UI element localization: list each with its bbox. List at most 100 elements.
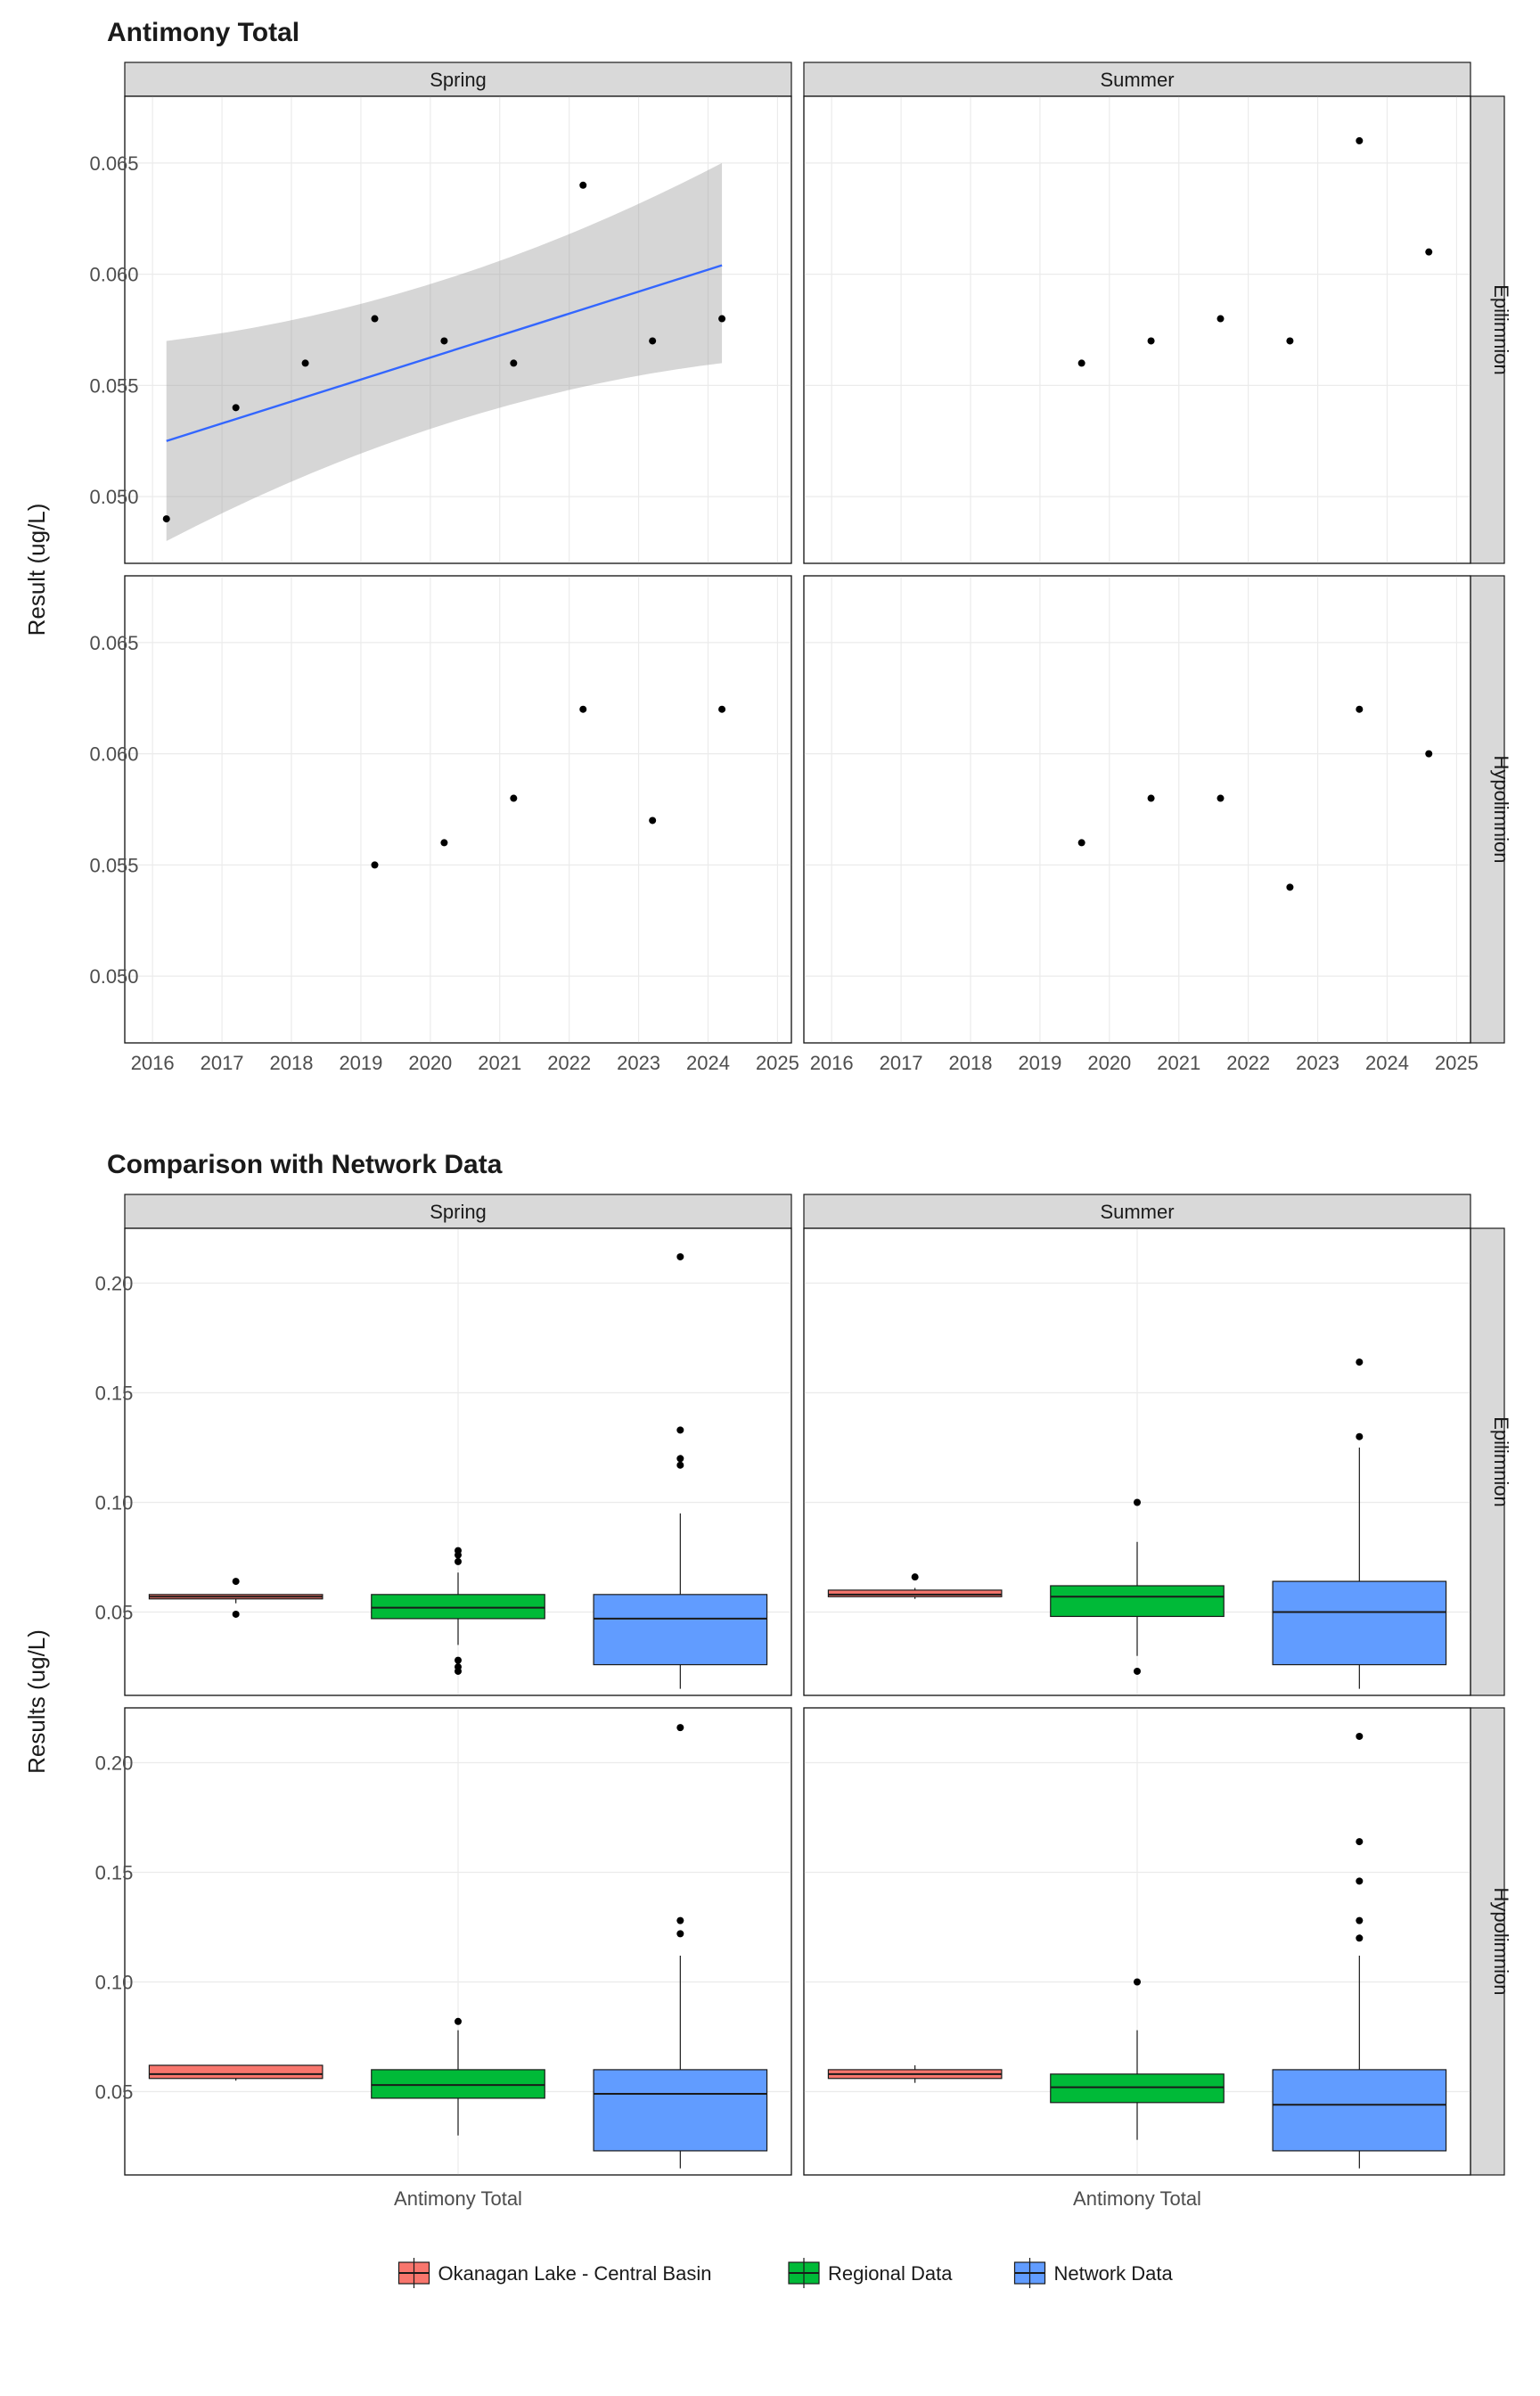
data-point bbox=[649, 337, 656, 344]
legend: Okanagan Lake - Central Basin Regional Da… bbox=[18, 2237, 1540, 2309]
x-tick-label: 2025 bbox=[1435, 1052, 1479, 1074]
x-tick-label: 2023 bbox=[617, 1052, 660, 1074]
y-tick-label: 0.15 bbox=[95, 1383, 134, 1405]
outlier-point bbox=[912, 1573, 919, 1580]
data-point bbox=[1078, 359, 1085, 366]
data-point bbox=[1078, 839, 1085, 846]
row-facet-label: Epilimnion bbox=[1490, 1416, 1512, 1507]
row-facet-label: Hypolimnion bbox=[1490, 755, 1512, 863]
outlier-point bbox=[1356, 1917, 1363, 1924]
y-tick-label: 0.065 bbox=[89, 632, 138, 654]
outlier-point bbox=[455, 1558, 462, 1565]
x-category-label: Antimony Total bbox=[1073, 2187, 1201, 2210]
data-point bbox=[440, 337, 447, 344]
outlier-point bbox=[1356, 1433, 1363, 1440]
y-tick-label: 0.050 bbox=[89, 965, 138, 988]
box bbox=[828, 1590, 1001, 1596]
y-tick-label: 0.10 bbox=[95, 1972, 134, 1994]
x-tick-label: 2023 bbox=[1296, 1052, 1339, 1074]
panel bbox=[804, 96, 1470, 563]
data-point bbox=[1148, 795, 1155, 802]
outlier-point bbox=[1134, 1499, 1141, 1506]
data-point bbox=[1356, 706, 1363, 713]
outlier-point bbox=[676, 1930, 684, 1937]
y-tick-label: 0.05 bbox=[95, 1602, 134, 1624]
x-tick-label: 2020 bbox=[1087, 1052, 1131, 1074]
chart1-y-axis-title: Result (ug/L) bbox=[23, 504, 50, 636]
data-point bbox=[372, 316, 379, 323]
chart2-svg: Results (ug/L)SpringSummerEpilimnionHypo… bbox=[18, 1186, 1540, 2237]
box bbox=[1051, 2074, 1224, 2103]
x-tick-label: 2019 bbox=[1018, 1052, 1061, 1074]
x-tick-label: 2021 bbox=[1157, 1052, 1200, 1074]
box bbox=[594, 2070, 766, 2151]
y-tick-label: 0.050 bbox=[89, 486, 138, 508]
box bbox=[1051, 1586, 1224, 1616]
antimony-total-chart: Antimony Total Result (ug/L)SpringSummer… bbox=[18, 18, 1540, 1105]
comparison-chart: Comparison with Network Data Results (ug… bbox=[18, 1150, 1540, 2237]
outlier-point bbox=[676, 1917, 684, 1924]
row-facet-label: Hypolimnion bbox=[1490, 1887, 1512, 1995]
outlier-point bbox=[233, 1611, 240, 1618]
x-tick-label: 2018 bbox=[270, 1052, 314, 1074]
data-point bbox=[649, 816, 656, 824]
data-point bbox=[718, 316, 725, 323]
data-point bbox=[510, 795, 517, 802]
row-facet-label: Epilimnion bbox=[1490, 284, 1512, 375]
box bbox=[594, 1595, 766, 1665]
data-point bbox=[579, 182, 586, 189]
x-category-label: Antimony Total bbox=[394, 2187, 522, 2210]
y-tick-label: 0.060 bbox=[89, 743, 138, 766]
chart2-title: Comparison with Network Data bbox=[107, 1150, 1540, 1180]
data-point bbox=[1286, 337, 1293, 344]
chart1-svg: Result (ug/L)SpringSummerEpilimnionHypol… bbox=[18, 53, 1540, 1105]
outlier-point bbox=[455, 2018, 462, 2025]
outlier-point bbox=[1356, 1934, 1363, 1941]
outlier-point bbox=[233, 1578, 240, 1585]
data-point bbox=[302, 359, 309, 366]
legend-label: Regional Data bbox=[828, 2262, 953, 2285]
outlier-point bbox=[1356, 1838, 1363, 1845]
panel bbox=[125, 576, 791, 1043]
y-tick-label: 0.055 bbox=[89, 374, 138, 397]
x-tick-label: 2016 bbox=[131, 1052, 175, 1074]
y-tick-label: 0.065 bbox=[89, 152, 138, 175]
y-tick-label: 0.05 bbox=[95, 2081, 134, 2104]
col-facet-label: Summer bbox=[1100, 69, 1174, 91]
x-tick-label: 2016 bbox=[810, 1052, 854, 1074]
outlier-point bbox=[676, 1462, 684, 1469]
y-tick-label: 0.055 bbox=[89, 854, 138, 876]
outlier-point bbox=[455, 1552, 462, 1559]
legend-label: Network Data bbox=[1054, 2262, 1174, 2285]
outlier-point bbox=[676, 1724, 684, 1731]
box bbox=[1273, 2070, 1446, 2151]
chart2-y-axis-title: Results (ug/L) bbox=[23, 1629, 50, 1774]
box bbox=[149, 2065, 322, 2079]
x-tick-label: 2017 bbox=[201, 1052, 244, 1074]
outlier-point bbox=[1356, 1358, 1363, 1366]
data-point bbox=[1217, 795, 1225, 802]
outlier-point bbox=[1356, 1877, 1363, 1884]
outlier-point bbox=[1134, 1979, 1141, 1986]
col-facet-label: Summer bbox=[1100, 1201, 1174, 1223]
data-point bbox=[1356, 137, 1363, 144]
outlier-point bbox=[676, 1455, 684, 1462]
box bbox=[372, 1595, 545, 1619]
box bbox=[1273, 1581, 1446, 1664]
data-point bbox=[1425, 249, 1432, 256]
x-tick-label: 2019 bbox=[339, 1052, 382, 1074]
data-point bbox=[510, 359, 517, 366]
x-tick-label: 2022 bbox=[547, 1052, 591, 1074]
panel bbox=[804, 576, 1470, 1043]
y-tick-label: 0.10 bbox=[95, 1492, 134, 1514]
outlier-point bbox=[676, 1426, 684, 1433]
data-point bbox=[163, 515, 170, 522]
y-tick-label: 0.060 bbox=[89, 264, 138, 286]
x-tick-label: 2022 bbox=[1226, 1052, 1270, 1074]
data-point bbox=[1286, 883, 1293, 890]
data-point bbox=[1217, 316, 1225, 323]
legend-label: Okanagan Lake - Central Basin bbox=[438, 2262, 712, 2285]
data-point bbox=[372, 861, 379, 868]
data-point bbox=[440, 839, 447, 846]
x-tick-label: 2024 bbox=[1365, 1052, 1409, 1074]
